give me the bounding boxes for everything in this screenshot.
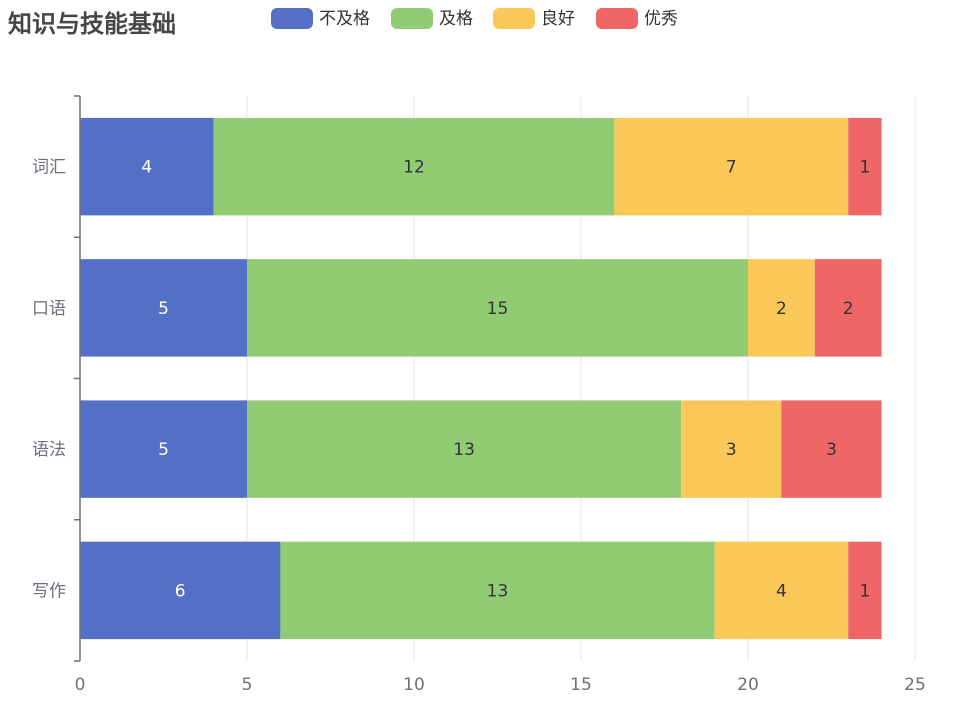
bar-value-label: 2 [776,299,787,319]
bar-value-label: 13 [487,581,509,601]
bar-segment[interactable] [80,117,214,216]
bar-segment[interactable] [80,400,247,498]
bar-segment[interactable] [80,259,247,357]
bar-value-label: 5 [158,440,169,460]
bar-segment[interactable] [280,541,715,640]
legend-label: 及格 [439,9,473,29]
bar-value-label: 6 [175,581,186,601]
legend-label: 良好 [541,9,575,29]
bar-value-label: 2 [843,299,854,319]
bar-segment[interactable] [247,259,748,357]
bar-segment[interactable] [748,259,815,357]
bar-segment[interactable] [681,400,782,498]
y-tick-label: 写作 [32,581,66,601]
legend-item[interactable]: 良好 [493,8,575,29]
legend-label: 优秀 [644,9,678,29]
legend-swatch [391,8,433,29]
bar-segment[interactable] [848,117,882,216]
bar-value-label: 15 [487,299,509,319]
bar-segment[interactable] [814,259,882,357]
bar-value-label: 5 [158,299,169,319]
bars: 4 12 7 15 15 2 25 13 3 36 13 4 1 [80,117,882,640]
bar-value-label: 4 [141,158,152,178]
bar-value-label: 3 [826,440,837,460]
legend-item[interactable]: 及格 [391,8,473,29]
bar-segment[interactable] [213,117,615,216]
bar-segment[interactable] [714,541,849,640]
legend-swatch [493,8,535,29]
legend-swatch [271,8,313,29]
y-tick-label: 语法 [32,440,66,460]
bar-segment[interactable] [614,117,849,216]
x-tick-label: 25 [904,675,926,695]
bar-value-label: 3 [726,440,737,460]
x-tick-label: 15 [570,675,592,695]
legend-item[interactable]: 优秀 [596,8,678,29]
y-tick-label: 口语 [32,299,66,319]
legend-item[interactable]: 不及格 [271,8,370,29]
legend-label: 不及格 [319,9,370,29]
legend-swatch [596,8,638,29]
bar-segment[interactable] [80,541,281,640]
chart-title: 知识与技能基础 [8,10,176,38]
y-tick-label: 词汇 [32,158,66,178]
bar-value-label: 4 [776,581,787,601]
bar-value-label: 12 [403,158,425,178]
x-tick-label: 20 [737,675,759,695]
x-tick-label: 5 [242,675,253,695]
x-tick-label: 0 [75,675,86,695]
bar-segment[interactable] [247,400,682,498]
legend[interactable]: 不及格 及格 良好 优秀 [271,8,678,29]
bar-value-label: 1 [859,581,870,601]
x-tick-label: 10 [403,675,425,695]
bar-value-label: 1 [859,158,870,178]
bar-value-label: 7 [726,158,737,178]
bar-value-label: 13 [453,440,475,460]
bar-segment[interactable] [848,541,882,640]
bar-segment[interactable] [781,400,882,498]
